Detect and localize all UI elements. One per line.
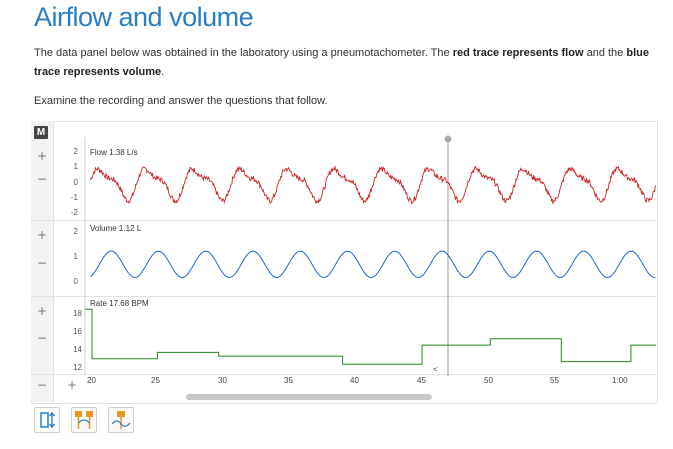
x-tick: 40 bbox=[350, 376, 359, 385]
cursor-marker[interactable]: < bbox=[433, 365, 438, 374]
intro-paragraph: The data panel below was obtained in the… bbox=[34, 44, 654, 82]
volume-tick: 2 bbox=[73, 227, 78, 236]
rate-tick: 18 bbox=[73, 309, 82, 318]
channel-divider bbox=[31, 296, 656, 297]
flow-tick: -1 bbox=[70, 193, 78, 202]
intro-text-1: The data panel below was obtained in the… bbox=[34, 47, 453, 59]
rate-tick: 16 bbox=[73, 327, 82, 336]
x-tick: 35 bbox=[284, 376, 293, 385]
x-tick: 25 bbox=[151, 376, 160, 385]
volume-channel-label: Volume 1.12 L bbox=[90, 224, 142, 233]
flow-channel-label: Flow 1.38 L/s bbox=[90, 148, 138, 157]
intro-text-3: . bbox=[161, 66, 165, 78]
axis-divider bbox=[31, 374, 656, 375]
rate-tick: 14 bbox=[73, 345, 82, 354]
x-tick: 30 bbox=[218, 376, 227, 385]
marker-button[interactable] bbox=[108, 407, 134, 433]
flow-zoom-in-button[interactable]: + bbox=[36, 149, 48, 163]
autoscale-button[interactable] bbox=[34, 407, 60, 433]
rate-zoom-in-button[interactable]: + bbox=[36, 304, 48, 318]
data-panel[interactable] bbox=[31, 121, 658, 404]
marker-icon bbox=[111, 411, 131, 429]
x-tick: 1:00 bbox=[612, 376, 628, 385]
channel-sidebar bbox=[31, 121, 54, 402]
time-zoom-out-button[interactable]: − bbox=[36, 378, 48, 392]
flow-trace bbox=[90, 165, 657, 205]
x-tick: 50 bbox=[484, 376, 493, 385]
x-tick: 45 bbox=[417, 376, 426, 385]
intro-text-2: and the bbox=[583, 47, 627, 59]
volume-zoom-out-button[interactable]: − bbox=[36, 256, 48, 270]
page-title: Airflow and volume bbox=[34, 2, 254, 32]
time-scrollbar[interactable] bbox=[186, 394, 432, 400]
rate-trace bbox=[85, 308, 656, 365]
flow-tick: 1 bbox=[73, 162, 78, 171]
cursor-handle[interactable] bbox=[444, 135, 452, 143]
rate-zoom-out-button[interactable]: − bbox=[36, 331, 48, 345]
rate-channel-label: Rate 17.68 BPM bbox=[90, 299, 149, 308]
volume-tick: 1 bbox=[73, 252, 78, 261]
flow-tick: 2 bbox=[73, 147, 78, 156]
volume-trace bbox=[90, 250, 656, 279]
intro-blue-emphasis: blue trace represents volume bbox=[34, 47, 649, 78]
x-tick: 20 bbox=[87, 376, 96, 385]
instruction-text: Examine the recording and answer the que… bbox=[34, 95, 328, 107]
volume-zoom-in-button[interactable]: + bbox=[36, 228, 48, 242]
autoscale-icon bbox=[40, 411, 56, 429]
marker-pair-button[interactable] bbox=[71, 407, 97, 433]
time-zoom-in-button[interactable]: + bbox=[66, 378, 78, 392]
flow-tick: 0 bbox=[73, 178, 78, 187]
channel-divider bbox=[31, 220, 656, 221]
intro-red-emphasis: red trace represents flow bbox=[452, 47, 584, 59]
rate-tick: 12 bbox=[73, 363, 82, 372]
x-tick: 55 bbox=[550, 376, 559, 385]
volume-tick: 0 bbox=[73, 277, 78, 286]
marker-pair-icon bbox=[75, 411, 93, 429]
flow-tick: -2 bbox=[70, 208, 78, 217]
marker-badge[interactable]: M bbox=[34, 126, 48, 139]
flow-zoom-out-button[interactable]: − bbox=[36, 172, 48, 186]
